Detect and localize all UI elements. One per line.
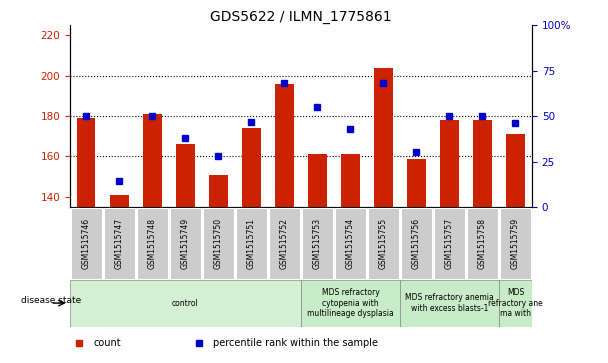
Text: GSM1515759: GSM1515759 xyxy=(511,218,520,269)
Text: GSM1515748: GSM1515748 xyxy=(148,218,157,269)
Text: MDS refractory
cytopenia with
multilineage dysplasia: MDS refractory cytopenia with multilinea… xyxy=(307,288,394,318)
Bar xyxy=(308,155,326,207)
Bar xyxy=(243,128,260,207)
Bar xyxy=(499,280,532,327)
Text: GSM1515754: GSM1515754 xyxy=(346,218,355,269)
Text: MDS refractory anemia
with excess blasts-1: MDS refractory anemia with excess blasts… xyxy=(405,293,494,313)
Bar xyxy=(400,280,499,327)
Title: GDS5622 / ILMN_1775861: GDS5622 / ILMN_1775861 xyxy=(210,11,392,24)
Bar xyxy=(269,208,300,279)
Text: percentile rank within the sample: percentile rank within the sample xyxy=(213,338,378,348)
Bar xyxy=(301,280,400,327)
Bar xyxy=(407,159,426,207)
Text: GSM1515755: GSM1515755 xyxy=(379,218,388,269)
Bar xyxy=(236,208,268,279)
Bar xyxy=(71,208,102,279)
Bar xyxy=(302,208,333,279)
Text: GSM1515746: GSM1515746 xyxy=(82,218,91,269)
Text: count: count xyxy=(93,338,120,348)
Text: control: control xyxy=(172,299,199,307)
Text: GSM1515757: GSM1515757 xyxy=(445,218,454,269)
Bar xyxy=(467,208,499,279)
Bar xyxy=(375,68,393,207)
Text: GSM1515747: GSM1515747 xyxy=(115,218,124,269)
Text: GSM1515756: GSM1515756 xyxy=(412,218,421,269)
Text: disease state: disease state xyxy=(21,296,81,305)
Text: GSM1515751: GSM1515751 xyxy=(247,218,256,269)
Text: GSM1515753: GSM1515753 xyxy=(313,218,322,269)
Bar xyxy=(434,208,465,279)
Text: GSM1515749: GSM1515749 xyxy=(181,218,190,269)
Bar xyxy=(334,208,366,279)
Bar xyxy=(77,118,95,207)
Bar xyxy=(209,175,227,207)
Bar xyxy=(368,208,399,279)
Bar xyxy=(506,134,525,207)
Text: GSM1515752: GSM1515752 xyxy=(280,218,289,269)
Bar xyxy=(103,208,135,279)
Bar xyxy=(70,280,301,327)
Bar xyxy=(170,208,201,279)
Bar xyxy=(401,208,432,279)
Bar xyxy=(137,208,168,279)
Bar xyxy=(341,155,359,207)
Text: GSM1515750: GSM1515750 xyxy=(214,218,223,269)
Bar xyxy=(440,120,458,207)
Text: MDS
refractory ane
ma with: MDS refractory ane ma with xyxy=(488,288,543,318)
Text: GSM1515758: GSM1515758 xyxy=(478,218,487,269)
Bar xyxy=(176,144,195,207)
Bar xyxy=(202,208,234,279)
Bar xyxy=(143,114,162,207)
Bar xyxy=(474,120,491,207)
Bar xyxy=(500,208,531,279)
Bar xyxy=(110,195,128,207)
Bar xyxy=(275,84,294,207)
